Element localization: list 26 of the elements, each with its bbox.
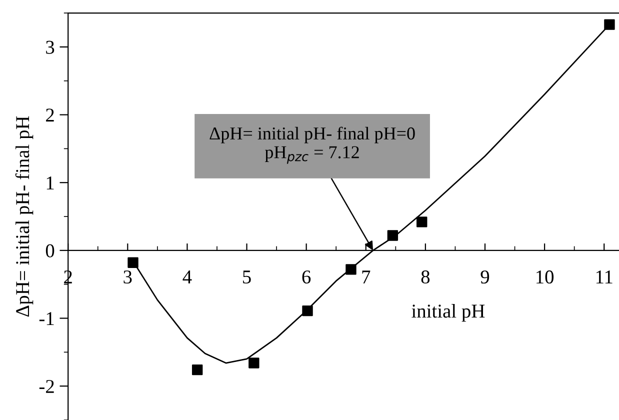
x-tick-label: 5 <box>243 270 251 284</box>
x-tick-label: 6 <box>302 270 311 284</box>
point <box>387 230 398 241</box>
point <box>192 364 203 376</box>
x-tick-label: 8 <box>421 270 430 284</box>
y-tick-label: 0 <box>46 244 54 258</box>
x-tick-label: 11 <box>596 270 612 284</box>
point <box>346 264 356 275</box>
point <box>248 358 260 368</box>
point <box>604 19 615 30</box>
point <box>302 305 313 316</box>
y-axis-title: ΔpH= initial pH- final pH <box>15 116 34 317</box>
point <box>416 216 428 228</box>
x-tick-label: 4 <box>182 270 192 284</box>
y-tick-label: 3 <box>46 40 54 54</box>
y-tick-label: -1 <box>39 312 54 325</box>
y-tick-label: 2 <box>46 108 54 122</box>
y-tick-label: 1 <box>46 176 54 190</box>
annotation: ΔpH= initial pH- final pH=0 pH$_{pzc}$ = 7.12 <box>210 126 415 164</box>
y-tick-label: -2 <box>39 380 54 393</box>
x-tick-label: 9 <box>480 270 490 284</box>
x-tick-label: 3 <box>124 270 132 284</box>
point <box>128 257 138 268</box>
x-tick-label: 10 <box>536 270 554 284</box>
x-axis-title: initial pH <box>412 304 485 322</box>
x-tick-label: 7 <box>362 270 370 284</box>
